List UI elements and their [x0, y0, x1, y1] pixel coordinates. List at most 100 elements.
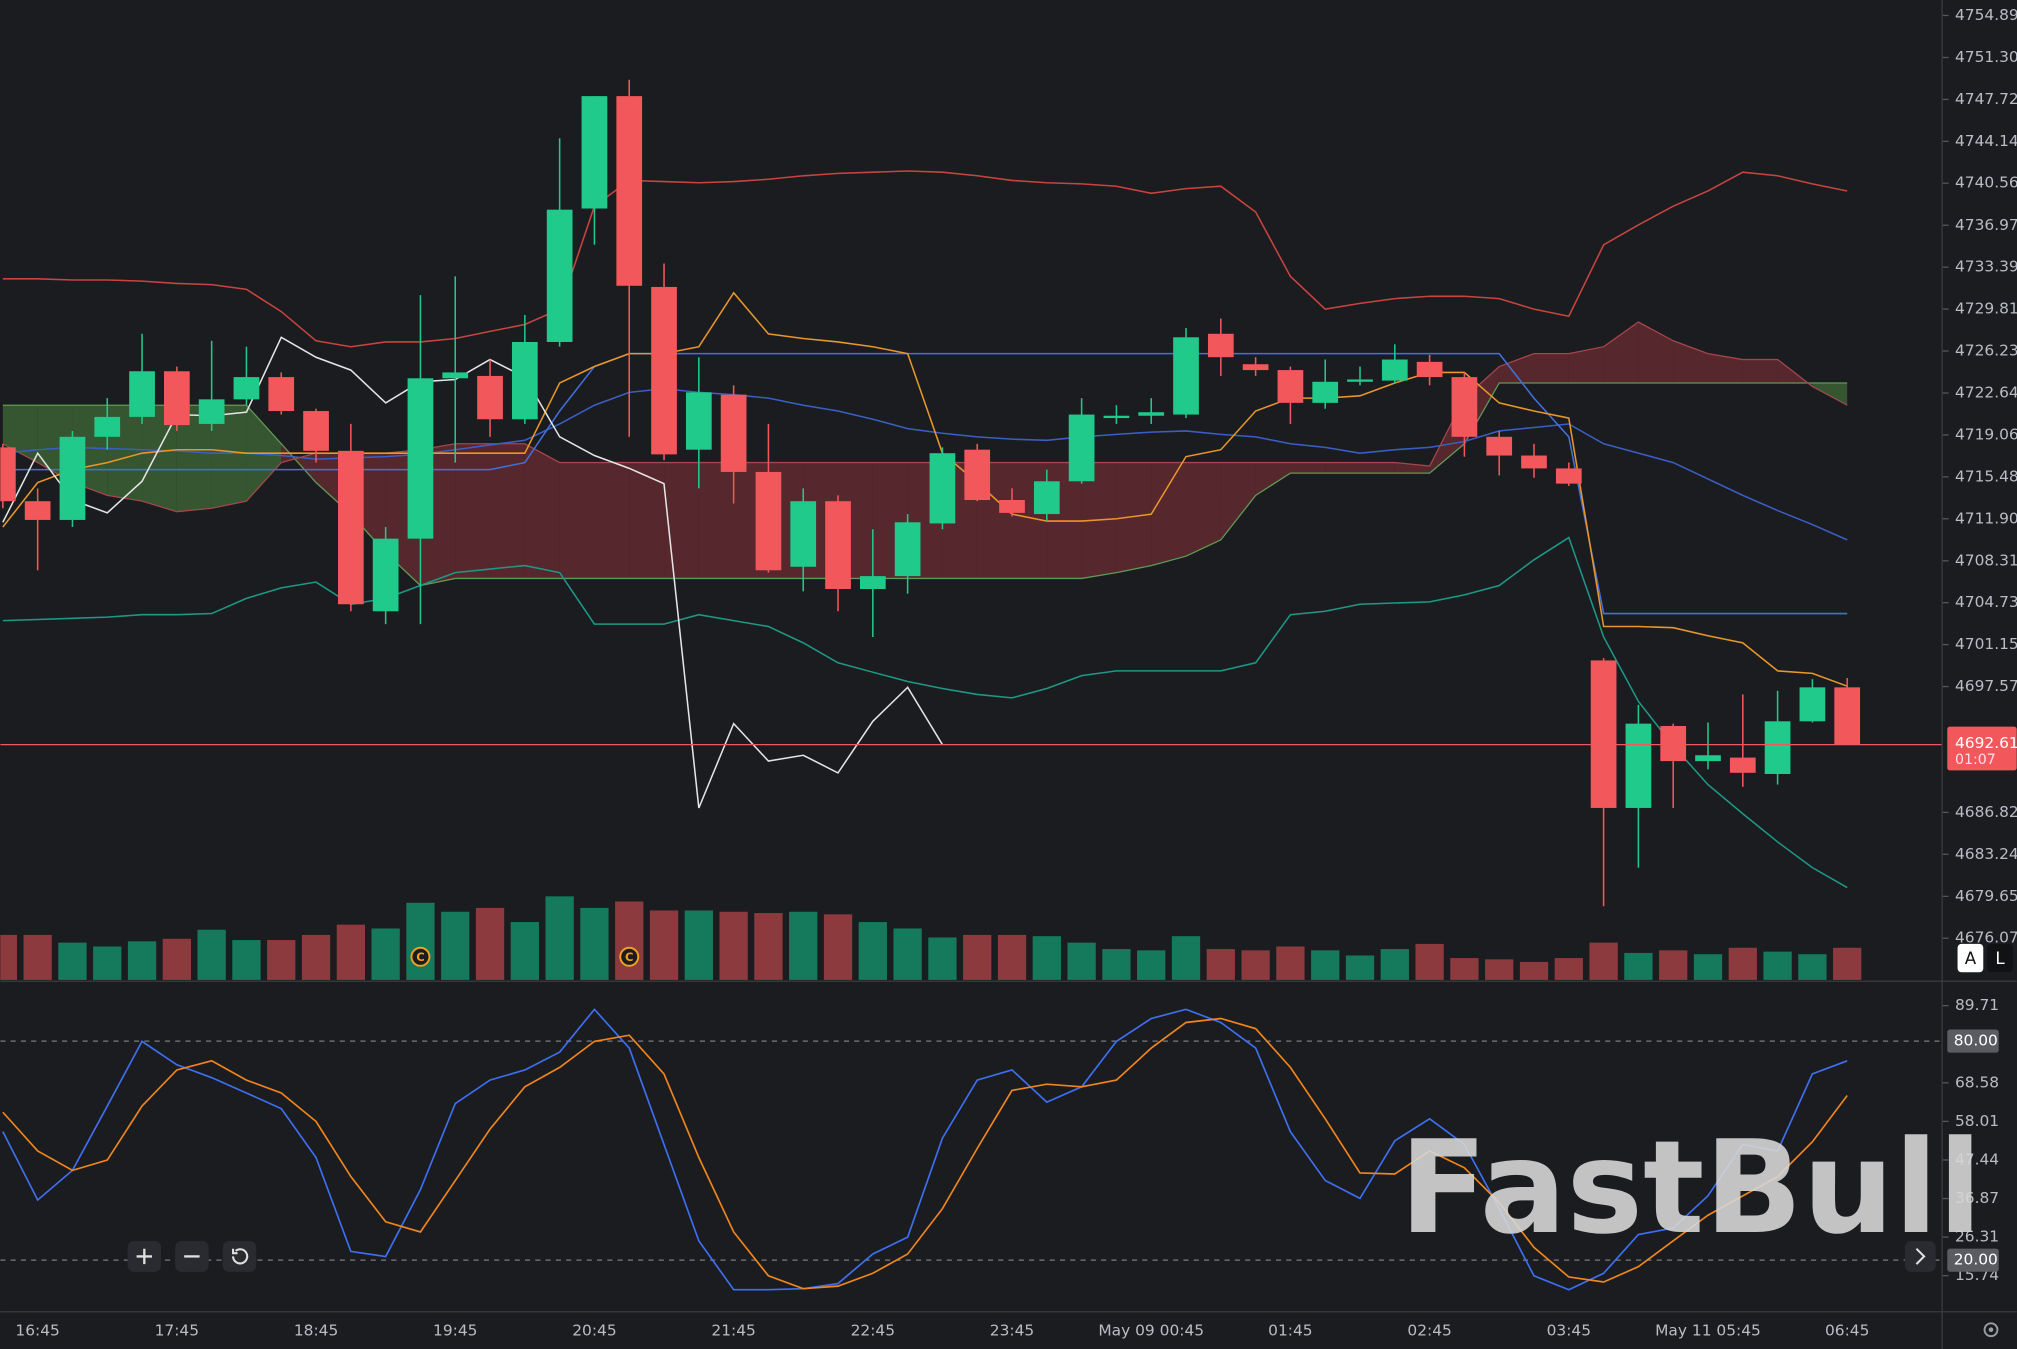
- event-marker-label: C: [625, 950, 634, 964]
- y-tick-label: 4754.89: [1955, 6, 2017, 24]
- candle-body: [859, 576, 886, 590]
- zoom-out-button[interactable]: [175, 1240, 209, 1272]
- volume-bar: [336, 924, 365, 980]
- event-marker: [619, 946, 640, 967]
- candle-body: [1103, 415, 1130, 419]
- volume-bar: [963, 934, 992, 980]
- cloud-segment: [1290, 462, 1326, 474]
- candle-body: [1381, 359, 1408, 381]
- x-tick-label: May 11 05:45: [1655, 1321, 1761, 1339]
- volume-bar: [580, 907, 609, 980]
- volume-bar: [23, 934, 52, 980]
- cloud-segment: [698, 462, 734, 579]
- cloud-segment: [1568, 346, 1604, 383]
- cloud-segment: [490, 443, 525, 579]
- log-scale-button[interactable]: L: [1987, 943, 2013, 973]
- candle-body: [546, 209, 573, 342]
- candle-body: [685, 392, 712, 450]
- axis-layer: 4754.89 4751.30 4747.72 4744.14 4740.56 4736.…: [15, 6, 2017, 1340]
- candle-body: [268, 377, 295, 412]
- candle-body: [1416, 361, 1443, 378]
- auto-label[interactable]: A: [1965, 948, 1977, 968]
- candle-body: [1764, 721, 1791, 774]
- cloud-segment: [1742, 359, 1778, 383]
- volume-bar: [823, 914, 853, 980]
- log-label[interactable]: L: [1995, 948, 2005, 968]
- volume-bar: [510, 922, 539, 980]
- scroll-right-button[interactable]: [1904, 1240, 1936, 1272]
- volume-bar: [1206, 949, 1235, 980]
- overlay-line: [2, 336, 944, 809]
- cloud-segment: [211, 405, 247, 509]
- watermark: FastBull: [1399, 1114, 1982, 1263]
- cloud-layer: [2, 321, 1848, 587]
- cloud-segment: [1812, 382, 1848, 406]
- y-tick-label: 4676.07: [1955, 929, 2017, 947]
- cloud-segment: [1499, 353, 1535, 383]
- last-price-badge: [1947, 726, 2017, 771]
- candle-body: [1068, 414, 1095, 482]
- cloud-segment: [1186, 462, 1221, 557]
- x-tick-label: 16:45: [15, 1321, 59, 1339]
- volume-bar: [1345, 955, 1375, 980]
- volume-bar: [1241, 950, 1270, 980]
- last-price-label: 4692.61: [1955, 734, 2017, 752]
- x-tick-label: 21:45: [711, 1321, 755, 1339]
- y-tick-label: 89.71: [1955, 996, 1999, 1014]
- candle-body: [1729, 757, 1756, 773]
- cloud-segment: [455, 443, 491, 579]
- x-tick-label: 06:45: [1825, 1321, 1869, 1339]
- candle-body: [1277, 370, 1304, 403]
- volume-bar: [58, 942, 87, 980]
- cloud-segment: [1707, 353, 1743, 383]
- candle-body: [1625, 723, 1652, 808]
- x-tick-label: 23:45: [990, 1321, 1034, 1339]
- candle-body: [129, 371, 155, 417]
- overlay-line: [2, 170, 1848, 348]
- y-tick-label: 58.01: [1955, 1112, 1999, 1130]
- volume-bar: [475, 907, 505, 980]
- volume-bar: [1485, 959, 1514, 980]
- candle-body: [59, 436, 86, 520]
- cloud-segment: [1673, 340, 1708, 383]
- x-tick-label: 02:45: [1407, 1321, 1451, 1339]
- volume-bar: [893, 928, 922, 980]
- volume-bar: [162, 938, 191, 980]
- level-badge: [1947, 1029, 1999, 1053]
- reset-button[interactable]: [222, 1240, 257, 1272]
- auto-scale-button[interactable]: A: [1957, 943, 1984, 973]
- volume-bar: [1032, 936, 1061, 980]
- y-tick-label: 4733.39: [1955, 258, 2017, 276]
- volume-bar: [754, 913, 783, 980]
- settings-icon[interactable]: [1983, 1322, 1999, 1338]
- cloud-segment: [1116, 462, 1152, 573]
- zoom-in-button[interactable]: [127, 1240, 162, 1272]
- volume-bar: [441, 911, 470, 980]
- candle-body: [303, 411, 329, 451]
- candle-body: [337, 450, 364, 605]
- y-tick-label: 4729.81: [1955, 300, 2017, 318]
- overlay-line: [2, 291, 1848, 687]
- cloud-span-b: [2, 321, 1848, 513]
- candle-body: [511, 341, 538, 420]
- volume-bar: [615, 901, 644, 980]
- cloud-segment: [524, 443, 560, 579]
- y-tick-label: 4719.06: [1955, 425, 2017, 443]
- volume-bar: [1171, 936, 1201, 980]
- candle-body: [1033, 481, 1060, 515]
- y-tick-label: 4740.56: [1955, 174, 2017, 192]
- y-tick-label: 4697.57: [1955, 677, 2017, 695]
- volume-bar: [1102, 949, 1131, 980]
- oscillator-line: [2, 1008, 1848, 1291]
- volume-bar: [1763, 951, 1792, 980]
- volume-bar: [1137, 950, 1166, 980]
- x-tick-label: 20:45: [572, 1321, 616, 1339]
- volume-bar: [858, 922, 887, 980]
- volume-bar: [1554, 958, 1583, 980]
- volume-bar: [1798, 954, 1827, 980]
- cloud-span-a: [2, 382, 1848, 587]
- y-tick-label: 4704.73: [1955, 593, 2017, 611]
